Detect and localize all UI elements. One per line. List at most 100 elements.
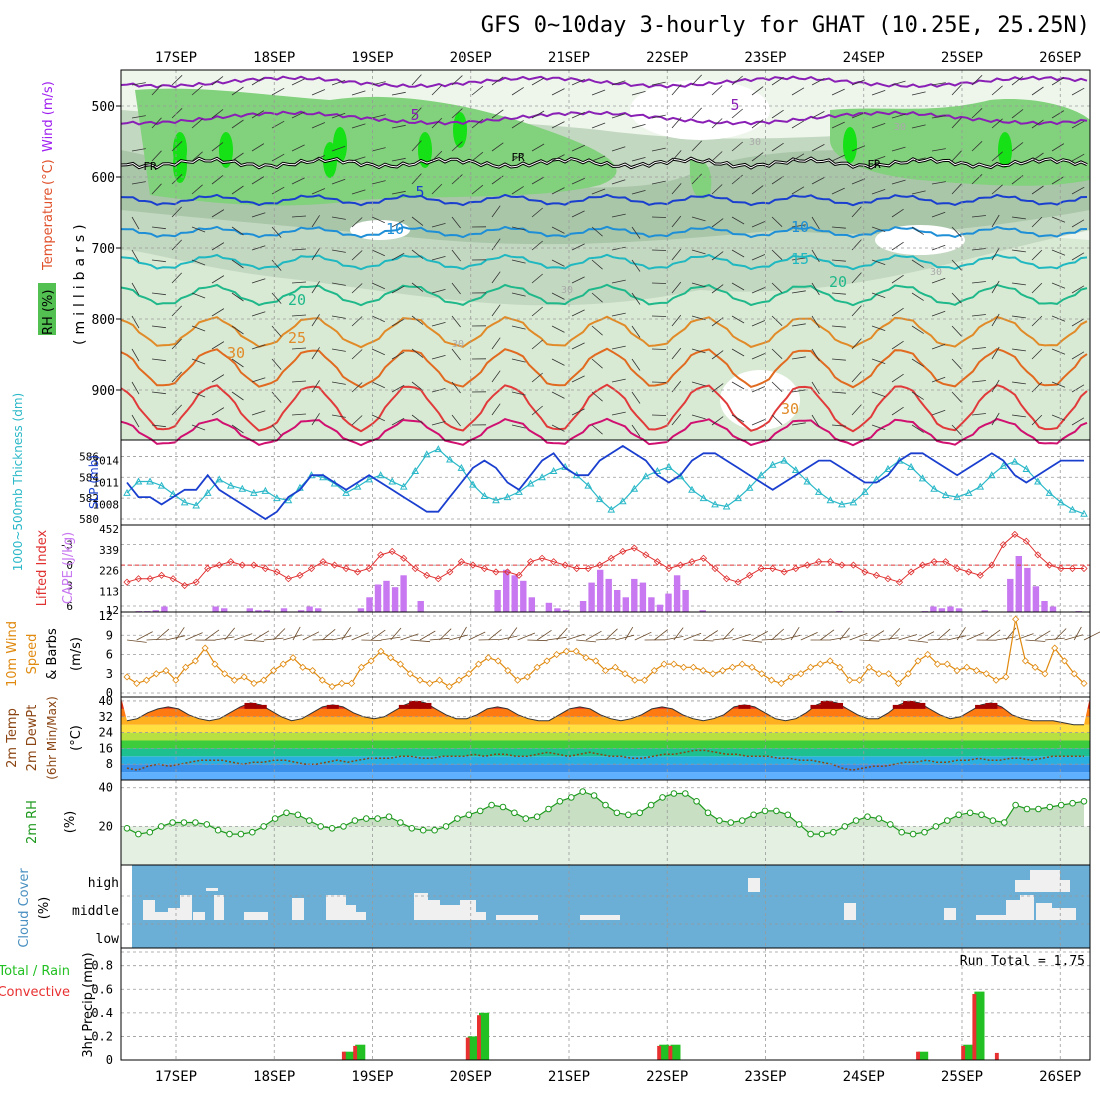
- rh-marker: [717, 818, 723, 824]
- rh-marker: [910, 831, 916, 837]
- cloud-block: [1052, 908, 1076, 920]
- cape-bar: [315, 608, 321, 612]
- panel-frame: [121, 440, 1090, 525]
- contour-label: FR: [143, 160, 157, 173]
- chart-title: GFS 0~10day 3-hourly for GHAT (10.25E, 2…: [481, 13, 1090, 38]
- rh-marker: [648, 802, 654, 808]
- wind-barb-10m: [391, 628, 401, 640]
- wind-speed-marker: [808, 664, 814, 670]
- temp-color-band: [121, 733, 1090, 741]
- cloud-block: [580, 915, 620, 920]
- li-ylabel: Lifted Index: [35, 529, 50, 606]
- wind-barb-10m: [850, 633, 868, 640]
- temp-peak: [244, 703, 256, 709]
- wind-speed-line: [127, 619, 1084, 686]
- slp-ylabel: SLP (mb): [87, 455, 101, 509]
- cape-bar: [281, 608, 287, 612]
- wind-barb-10m: [225, 628, 235, 640]
- date-label-bottom: 17SEP: [155, 1069, 197, 1085]
- cape-bar: [161, 607, 167, 613]
- wind-barb-10m: [947, 636, 966, 640]
- cape-bar: [546, 603, 552, 612]
- rh-high-spot: [453, 112, 467, 148]
- cloud-block: [155, 912, 169, 920]
- rh-marker: [466, 812, 472, 818]
- panel-frame: [121, 948, 1090, 1060]
- cape-bar: [665, 594, 671, 612]
- wind-barb-10m: [1074, 627, 1081, 640]
- cloud-block: [476, 912, 486, 920]
- rh2m-ylabel: 2m RH: [25, 800, 40, 844]
- wind-speed-marker: [144, 677, 150, 683]
- wind-barb-10m: [957, 627, 965, 640]
- wind-ylabel-2: Speed: [25, 634, 40, 675]
- rh-marker: [819, 831, 825, 837]
- wind-barb-10m: [781, 635, 800, 640]
- wind-speed-marker: [427, 680, 433, 686]
- lifted-index-line: [127, 534, 1084, 585]
- rh-marker: [671, 791, 677, 797]
- cape-bar: [640, 583, 646, 612]
- temp-color-band: [121, 756, 1090, 764]
- rh-marker: [318, 824, 324, 830]
- cape-bar: [1016, 556, 1022, 612]
- wind-barb-10m: [1084, 632, 1100, 640]
- date-label-top: 22SEP: [646, 50, 688, 66]
- rh-marker: [386, 814, 392, 820]
- cape-bar: [306, 607, 312, 613]
- date-label-top: 19SEP: [351, 50, 393, 66]
- cape-ylabel: CAPE (J/kg): [61, 532, 76, 604]
- rh-marker: [523, 816, 529, 822]
- rh-marker: [591, 793, 597, 799]
- cloud-block: [206, 888, 218, 891]
- wind-barb-10m: [586, 631, 602, 640]
- rh-marker: [341, 824, 347, 830]
- wind-speed-marker: [964, 664, 970, 670]
- wind-unit: (m/s): [69, 637, 84, 671]
- rh-marker: [409, 826, 415, 832]
- wind-barb-10m: [166, 636, 185, 640]
- temp-tick-label: 32: [99, 710, 113, 724]
- wind-barb-10m: [918, 632, 934, 640]
- rh-marker: [569, 795, 575, 801]
- thickness-ylabel: 1000~500mb Thickness (dm): [11, 393, 25, 571]
- wind-tick-label: 3: [106, 667, 113, 681]
- wind-speed-marker: [661, 661, 667, 667]
- rh-marker: [1058, 802, 1064, 808]
- date-label-top: 21SEP: [548, 50, 590, 66]
- cloud-background: [132, 865, 1090, 948]
- rh-marker: [831, 829, 837, 835]
- temp-color-band: [121, 717, 1090, 725]
- rh-marker: [329, 826, 335, 832]
- wind-speed-marker: [690, 664, 696, 670]
- rh-marker: [694, 799, 700, 805]
- date-label-top: 20SEP: [450, 50, 492, 66]
- wind-speed-marker: [632, 677, 638, 683]
- wind-speed-marker: [134, 680, 140, 686]
- rh2m-unit: (%): [63, 811, 78, 834]
- temp-peak: [903, 701, 915, 709]
- rh-marker: [865, 814, 871, 820]
- wind-speed-marker: [798, 671, 804, 677]
- wind-barb-10m: [801, 632, 818, 640]
- rh-marker: [1013, 802, 1019, 808]
- rh-marker: [774, 808, 780, 814]
- cloud-block: [168, 908, 180, 920]
- date-label-top: 25SEP: [941, 50, 983, 66]
- wind-barb-10m: [469, 632, 485, 640]
- rh-marker: [1002, 820, 1008, 826]
- temp-color-band: [121, 772, 1090, 780]
- contour-label: 25: [288, 329, 306, 347]
- wind-barb-10m: [674, 628, 683, 640]
- wind-speed-marker: [671, 661, 677, 667]
- contour-label: 30: [894, 122, 906, 133]
- date-label-bottom: 25SEP: [941, 1069, 983, 1085]
- wind-barb-10m: [615, 635, 634, 640]
- rh-marker: [1047, 804, 1053, 810]
- contour-label: 5: [730, 96, 739, 114]
